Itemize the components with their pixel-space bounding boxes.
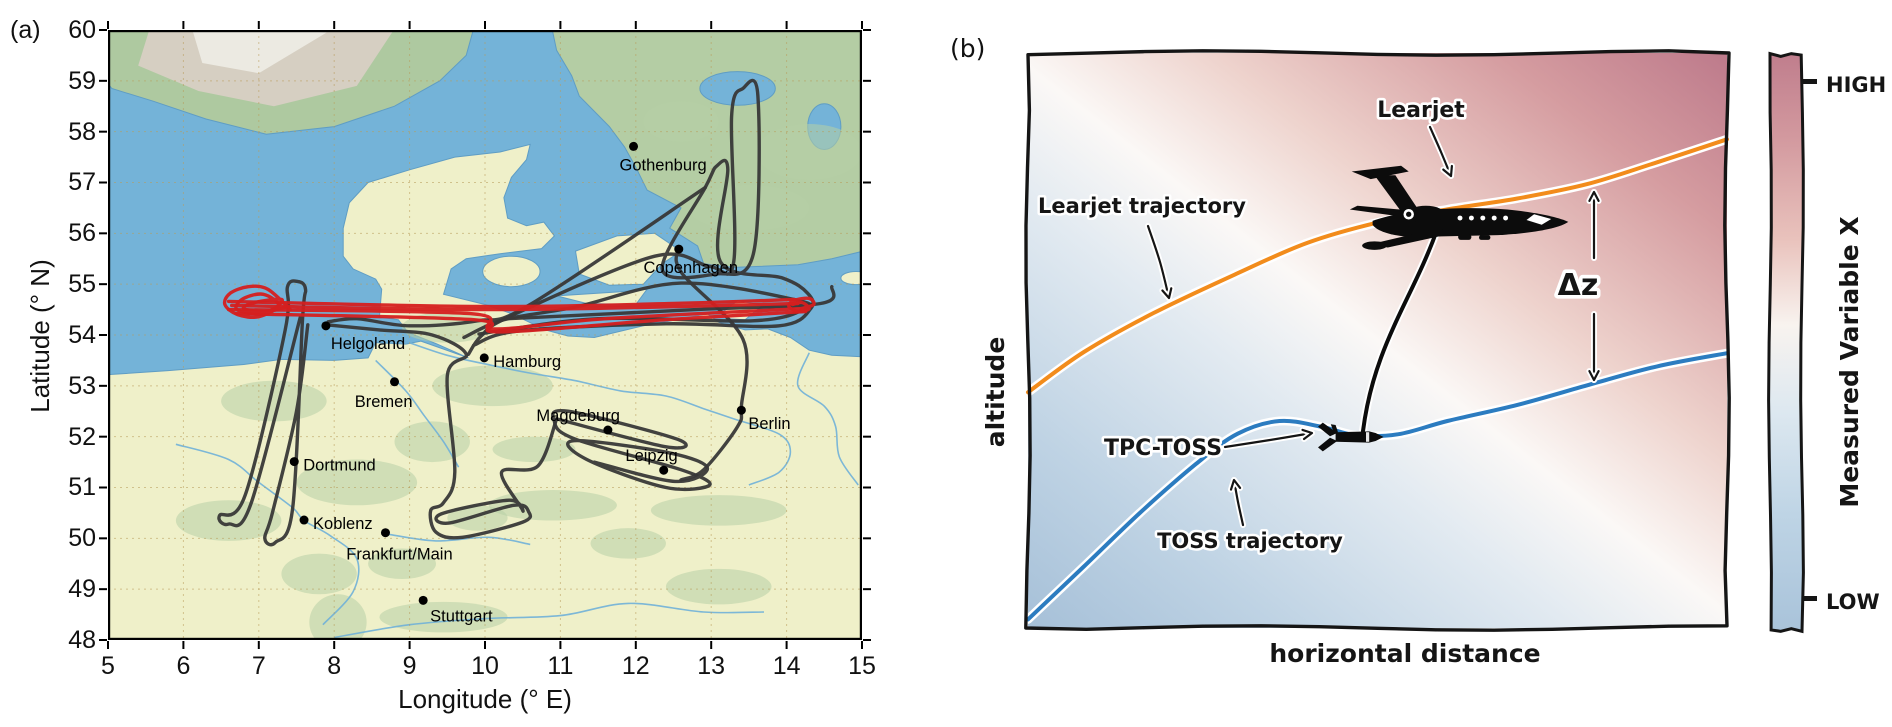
x-tick-label: 7 — [251, 652, 266, 680]
y-tick-label: 49 — [68, 575, 96, 604]
colorbar-low-tick — [1803, 596, 1817, 601]
y-tick-label: 54 — [68, 320, 96, 349]
toss-ferry-track — [230, 301, 800, 312]
forest-patch — [368, 548, 436, 579]
city-dot — [289, 457, 299, 467]
city-label: Magdeburg — [536, 407, 619, 425]
city-dot — [659, 465, 669, 475]
toss-ferry-track — [234, 309, 808, 334]
colorbar-low-label: LOW — [1826, 590, 1880, 614]
city-label: Bremen — [355, 393, 413, 411]
city-label: Leipzig — [625, 447, 677, 465]
x-tick-label: 13 — [697, 652, 726, 680]
y-tick-label: 50 — [68, 524, 96, 553]
city-dot — [479, 353, 489, 363]
city-label: Helgoland — [331, 335, 405, 353]
schematic-panel-background — [1028, 53, 1727, 628]
city-label: Gothenburg — [620, 156, 707, 174]
colorbar-high-tick — [1803, 79, 1817, 84]
panel-b-label: (b) — [950, 34, 986, 63]
forest-patch — [296, 459, 418, 506]
learjet-flight-track — [674, 248, 749, 482]
map-panel: Gothenburg Copenhagen Helgoland Hamburg Brem… — [108, 30, 862, 640]
map-frame — [108, 30, 862, 640]
panel-a-label: (a) — [10, 16, 41, 44]
x-tick-label: 6 — [176, 652, 191, 680]
colorbar-gradient — [1770, 55, 1802, 630]
x-tick-label: 10 — [471, 652, 499, 680]
city-dot — [299, 515, 309, 525]
toss-ferry-track — [787, 296, 816, 314]
forest-patch — [688, 185, 810, 231]
map-x-axis-title: Longitude (° E) — [398, 684, 572, 714]
learjet-flight-track — [505, 285, 836, 321]
city-label: Copenhagen — [644, 259, 739, 277]
y-tick-label: 53 — [68, 371, 96, 400]
forest-patch — [756, 124, 862, 180]
city-label: Stuttgart — [430, 607, 493, 625]
river — [388, 533, 531, 546]
y-tick-label: 57 — [68, 168, 96, 197]
island-funen — [482, 255, 541, 288]
lake-vanern — [699, 71, 776, 106]
x-tick-label: 15 — [848, 652, 876, 680]
forest-patch — [665, 568, 772, 605]
toss-ferry-track — [226, 306, 804, 331]
forest-patch — [309, 594, 367, 640]
flight-track-map: Gothenburg Copenhagen Helgoland Hamburg Brem… — [108, 30, 862, 640]
city-label: Frankfurt/Main — [346, 546, 452, 564]
x-tick-label: 8 — [327, 652, 342, 680]
river — [796, 352, 859, 486]
y-tick-label: 59 — [68, 66, 96, 95]
x-tick-label: 14 — [772, 652, 801, 680]
forest-patch — [488, 490, 617, 521]
city-dot — [736, 405, 746, 415]
city-dot — [390, 377, 400, 387]
norway-snow — [192, 30, 327, 74]
city-dot — [380, 528, 390, 538]
city-dot — [674, 244, 684, 254]
y-tick-label: 48 — [68, 625, 96, 654]
learjet-flight-track — [466, 78, 815, 356]
learjet-flight-track — [551, 408, 712, 492]
city-label: Hamburg — [493, 353, 561, 371]
y-tick-label: 52 — [68, 422, 96, 451]
y-tick-label: 58 — [68, 117, 96, 146]
y-tick-label: 60 — [68, 16, 96, 44]
toss-ferry-track — [226, 297, 796, 309]
forest-patch — [650, 495, 787, 526]
forest-patch — [492, 436, 576, 463]
schematic-x-axis-title: horizontal distance — [1269, 639, 1540, 668]
forest-patch — [643, 101, 719, 142]
city-label: Koblenz — [313, 515, 373, 533]
x-tick-label: 5 — [101, 652, 115, 680]
y-tick-label: 51 — [68, 473, 96, 502]
city-dot — [603, 425, 613, 435]
colorbar-title: Measured Variable X — [1835, 216, 1864, 507]
y-tick-label: 56 — [68, 219, 96, 248]
colorbar-high-label: HIGH — [1826, 73, 1886, 97]
learjet-flight-track — [217, 279, 310, 547]
forest-patch — [175, 500, 282, 541]
city-dot — [418, 595, 428, 605]
city-label: Dortmund — [303, 457, 375, 475]
map-y-axis-title: Latitude (° N) — [25, 259, 55, 413]
x-tick-label: 12 — [621, 652, 650, 680]
schematic-y-axis-title: altitude — [981, 337, 1010, 448]
city-dot — [321, 321, 331, 331]
river — [401, 339, 792, 486]
x-tick-label: 11 — [547, 652, 574, 680]
city-dot — [629, 141, 639, 151]
x-tick-label: 9 — [402, 652, 417, 680]
y-tick-label: 55 — [68, 270, 96, 299]
learjet-flight-track — [325, 323, 559, 540]
forest-patch — [590, 528, 666, 559]
island-bornholm — [840, 270, 862, 286]
city-label: Berlin — [748, 415, 790, 433]
forest-patch — [281, 553, 357, 595]
